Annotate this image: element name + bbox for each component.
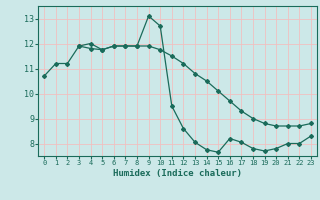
- X-axis label: Humidex (Indice chaleur): Humidex (Indice chaleur): [113, 169, 242, 178]
